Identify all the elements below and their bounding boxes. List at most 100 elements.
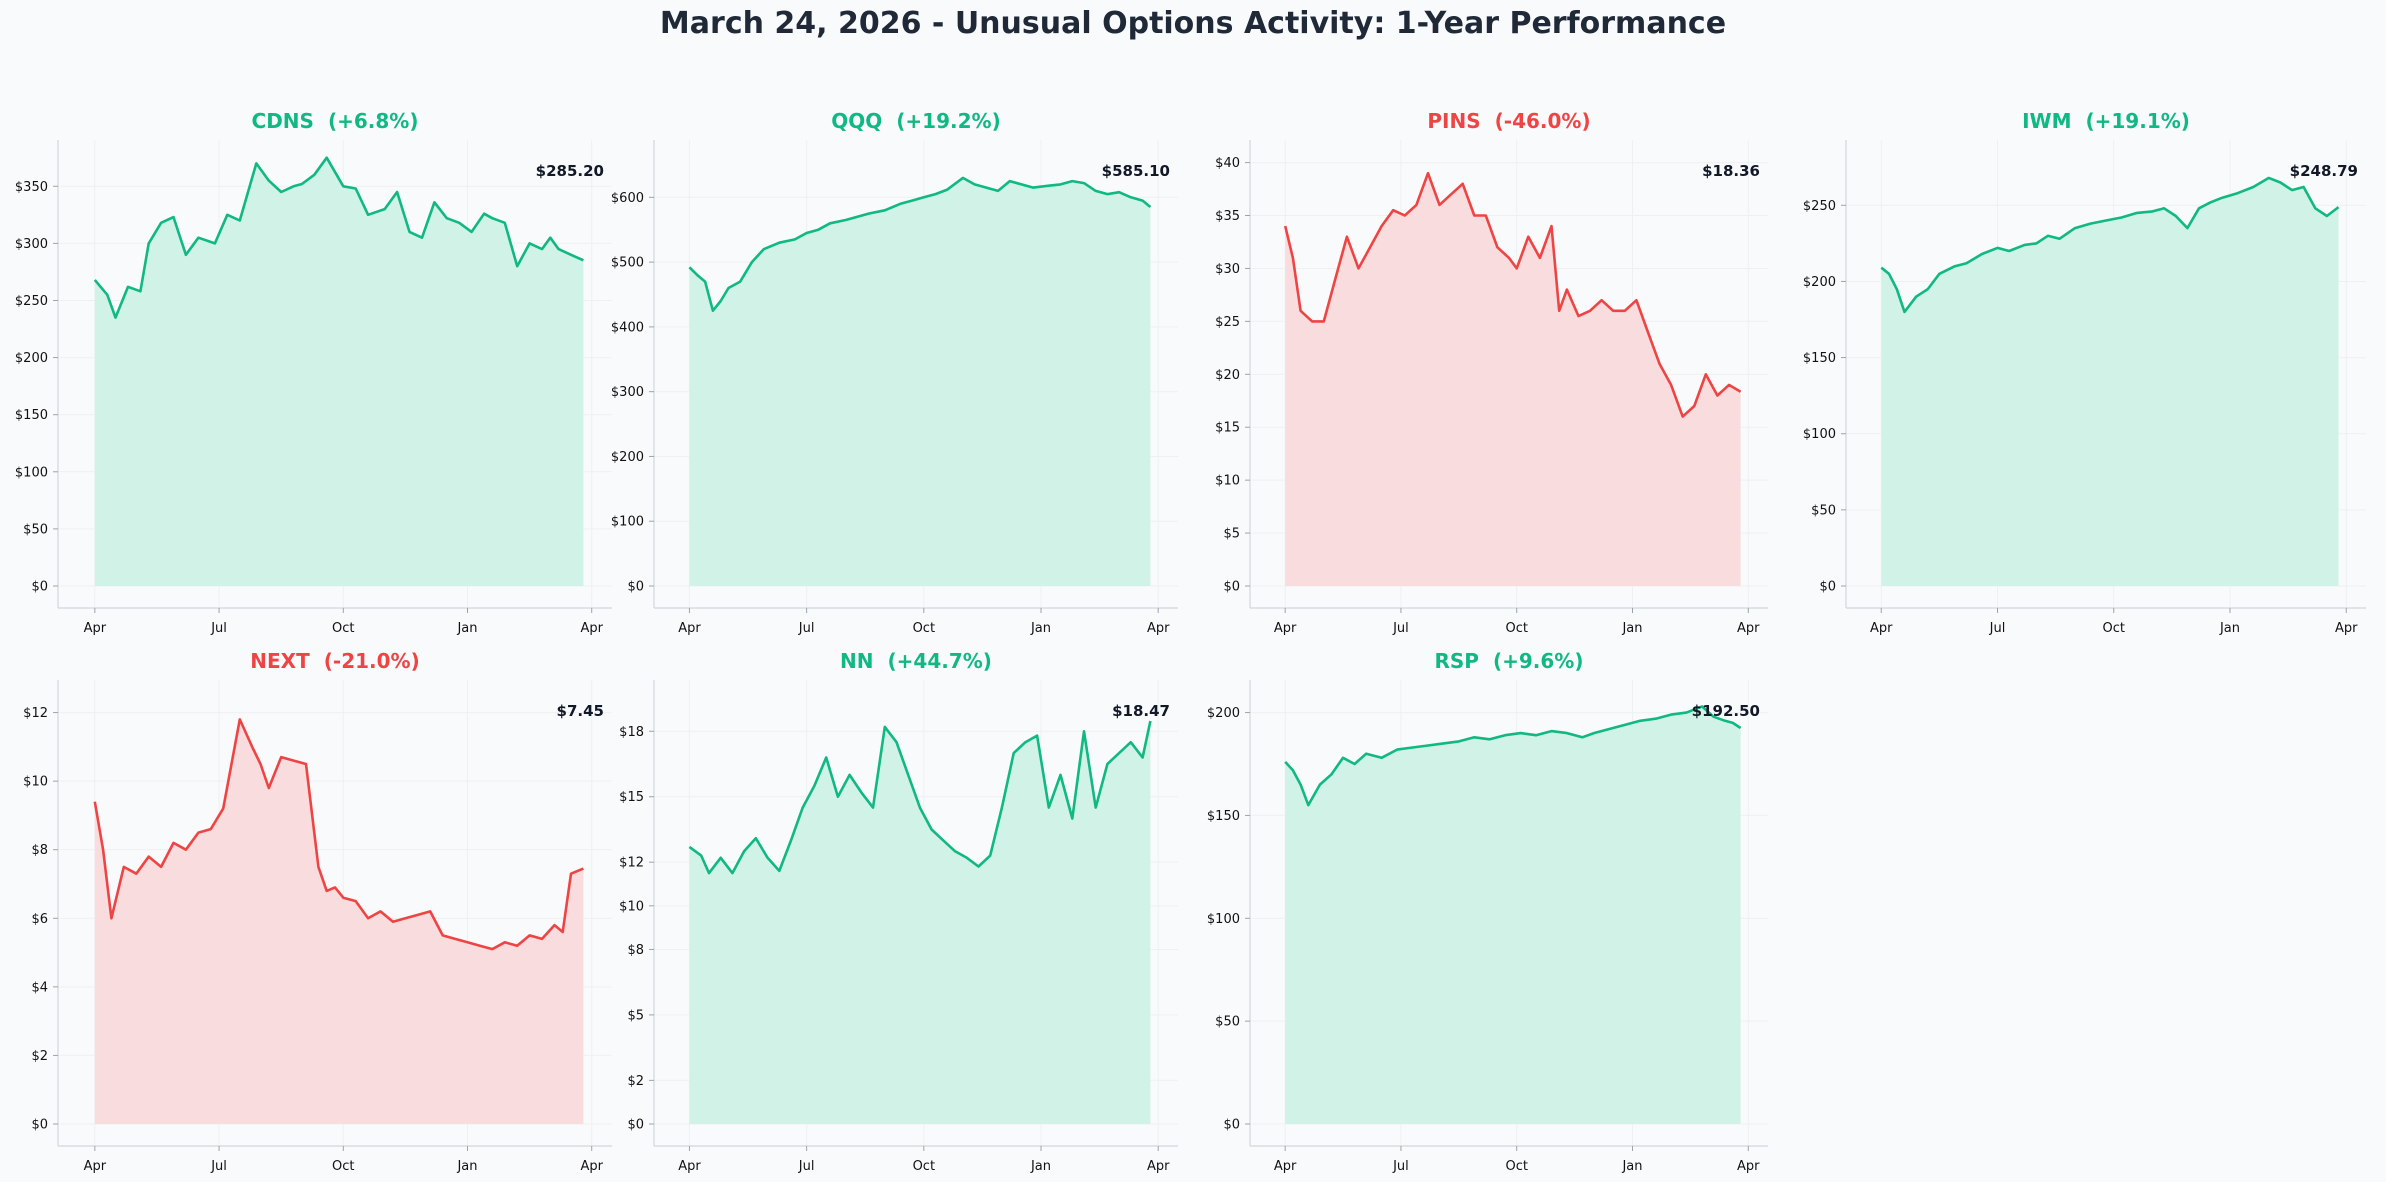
series-area-cdns [94, 157, 584, 586]
x-tick-label: Apr [1737, 621, 1760, 636]
ticker-label: QQQ [831, 109, 882, 133]
y-tick-label: $0 [1819, 580, 1836, 595]
last-price-label-qqq: $585.10 [1102, 162, 1170, 180]
x-tick-label: Jan [1621, 621, 1642, 636]
y-tick-label: $20 [1215, 368, 1240, 383]
y-tick-label: $5 [1223, 527, 1240, 542]
change-label: (-21.0%) [324, 649, 420, 673]
series-line-qqq [688, 176, 1152, 313]
y-tick-label: $35 [1215, 209, 1240, 224]
series-line-cdns [93, 156, 584, 319]
y-tick-label: $100 [15, 465, 48, 480]
series-line-nn [688, 720, 1152, 875]
x-tick-label: Jul [210, 1159, 227, 1174]
x-tick-label: Oct [332, 1159, 354, 1174]
x-tick-label: Apr [1147, 621, 1170, 636]
x-tick-label: Jul [1989, 621, 2006, 636]
x-tick-label: Apr [580, 621, 603, 636]
ticker-label: RSP [1435, 649, 1479, 673]
x-tick-label: Oct [1505, 621, 1527, 636]
x-tick-label: Jul [798, 1159, 815, 1174]
x-tick-label: Jul [1392, 621, 1409, 636]
y-tick-label: $12 [23, 706, 48, 721]
chart-panel-pins: $0 $5 $10 $15 $20 $25 $30 $35 $40 Apr Jul Oct Jan Apr… [1215, 109, 1768, 636]
y-tick-label: $50 [23, 522, 48, 537]
chart-panel-rsp: $0 $50 $100 $150 $200 Apr Jul Oct Jan Apr RSP (+9.6… [1207, 649, 1768, 1174]
y-tick-label: $350 [15, 180, 48, 195]
change-label: (+9.6%) [1493, 649, 1584, 673]
y-tick-label: $150 [15, 408, 48, 423]
x-tick-label: Jan [456, 1159, 477, 1174]
panel-title-iwm: IWM (+19.1%) [2022, 109, 2190, 133]
y-tick-label: $0 [1223, 580, 1240, 595]
y-tick-label: $2 [31, 1049, 48, 1064]
x-tick-label: Apr [1147, 1159, 1170, 1174]
x-tick-label: Jan [2219, 621, 2240, 636]
x-tick-label: Apr [1870, 621, 1893, 636]
change-label: (+44.7%) [888, 649, 992, 673]
last-price-label-nn: $18.47 [1112, 702, 1170, 720]
series-area-pins [1285, 173, 1741, 586]
change-label: (+6.8%) [328, 109, 419, 133]
y-tick-label: $50 [1215, 1015, 1240, 1030]
y-tick-label: $50 [1811, 503, 1836, 518]
y-tick-label: $5 [627, 1008, 644, 1023]
y-tick-label: $250 [15, 294, 48, 309]
y-tick-label: $0 [31, 580, 48, 595]
x-tick-label: Jul [798, 621, 815, 636]
page-title: March 24, 2026 - Unusual Options Activit… [659, 6, 1727, 41]
x-tick-label: Apr [84, 1159, 107, 1174]
ticker-label: NEXT [250, 649, 310, 673]
x-tick-label: Apr [678, 1159, 701, 1174]
y-tick-label: $150 [1207, 809, 1240, 824]
change-label: (+19.1%) [2085, 109, 2189, 133]
x-tick-label: Apr [1274, 621, 1297, 636]
y-tick-label: $15 [619, 790, 644, 805]
y-tick-label: $300 [611, 385, 644, 400]
y-tick-label: $10 [619, 899, 644, 914]
x-tick-label: Jan [456, 621, 477, 636]
series-line-pins [1283, 171, 1742, 418]
y-tick-label: $0 [627, 580, 644, 595]
y-tick-label: $250 [1803, 199, 1836, 214]
chart-panel-next: $0 $2 $4 $6 $8 $10 $12 Apr Jul Oct Jan Apr NEXT (-21.… [23, 649, 612, 1174]
change-label: (+19.2%) [896, 109, 1000, 133]
panel-title-next: NEXT (-21.0%) [250, 649, 419, 673]
panel-title-qqq: QQQ (+19.2%) [831, 109, 1000, 133]
chart-panel-nn: $0 $2 $5 $8 $10 $12 $15 $18 Apr Jul Oct Jan Apr NN (+4… [619, 649, 1178, 1174]
x-tick-label: Jul [210, 621, 227, 636]
y-tick-label: $0 [31, 1118, 48, 1133]
y-tick-label: $300 [15, 237, 48, 252]
panel-title-pins: PINS (-46.0%) [1427, 109, 1590, 133]
y-tick-label: $200 [1803, 275, 1836, 290]
last-price-label-pins: $18.36 [1702, 162, 1760, 180]
ticker-label: NN [840, 649, 873, 673]
x-tick-label: Apr [2335, 621, 2358, 636]
x-tick-label: Jan [1030, 1159, 1051, 1174]
y-tick-label: $18 [619, 725, 644, 740]
last-price-label-rsp: $192.50 [1692, 702, 1760, 720]
series-area-qqq [689, 177, 1151, 586]
chart-panel-qqq: $0 $100 $200 $300 $400 $500 $600 Apr Jul Oct Jan Ap… [611, 109, 1178, 636]
y-tick-label: $40 [1215, 156, 1240, 171]
ticker-label: CDNS [252, 109, 314, 133]
chart-panel-iwm: $0 $50 $100 $150 $200 $250 Apr Jul Oct Jan Apr IWM (… [1803, 109, 2366, 636]
x-tick-label: Apr [1737, 1159, 1760, 1174]
y-tick-label: $200 [15, 351, 48, 366]
change-label: (-46.0%) [1495, 109, 1591, 133]
y-tick-label: $8 [627, 943, 644, 958]
y-tick-label: $100 [611, 515, 644, 530]
panel-title-rsp: RSP (+9.6%) [1435, 649, 1584, 673]
x-tick-label: Jul [1392, 1159, 1409, 1174]
panel-title-nn: NN (+44.7%) [840, 649, 992, 673]
y-tick-label: $100 [1803, 427, 1836, 442]
series-line-rsp [1284, 705, 1742, 807]
y-tick-label: $8 [31, 843, 48, 858]
y-tick-label: $150 [1803, 351, 1836, 366]
series-area-nn [689, 721, 1151, 1124]
y-tick-label: $200 [611, 450, 644, 465]
x-tick-label: Jan [1621, 1159, 1642, 1174]
y-tick-label: $600 [611, 191, 644, 206]
y-tick-label: $15 [1215, 421, 1240, 436]
